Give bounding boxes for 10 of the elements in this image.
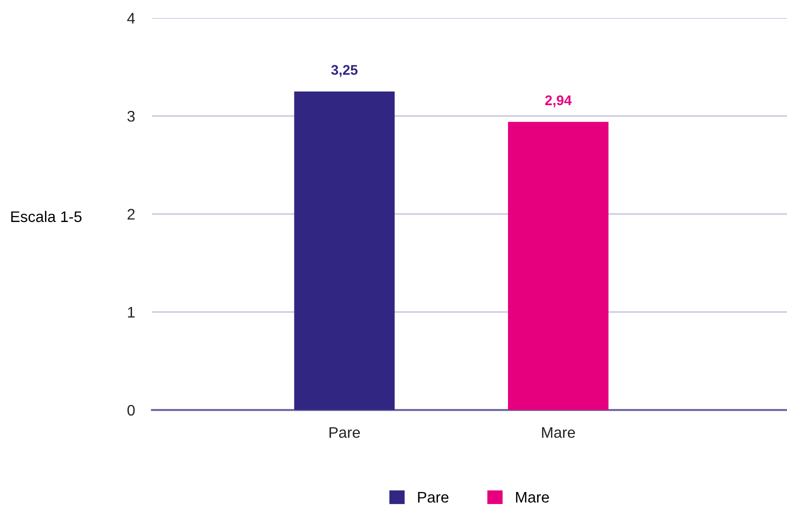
legend-label: Pare	[418, 492, 448, 503]
data-label: 3,25	[331, 65, 358, 77]
legend-label: Mare	[516, 492, 549, 503]
data-label: 2,94	[545, 95, 572, 108]
y-tick-label: 0	[127, 404, 135, 416]
y-axis-title: Escala 1-5	[11, 210, 82, 222]
y-tick-label: 1	[128, 307, 135, 318]
y-tick-label: 3	[127, 110, 135, 122]
y-tick-label: 4	[127, 13, 135, 24]
y-tick-label: 2	[128, 208, 135, 220]
